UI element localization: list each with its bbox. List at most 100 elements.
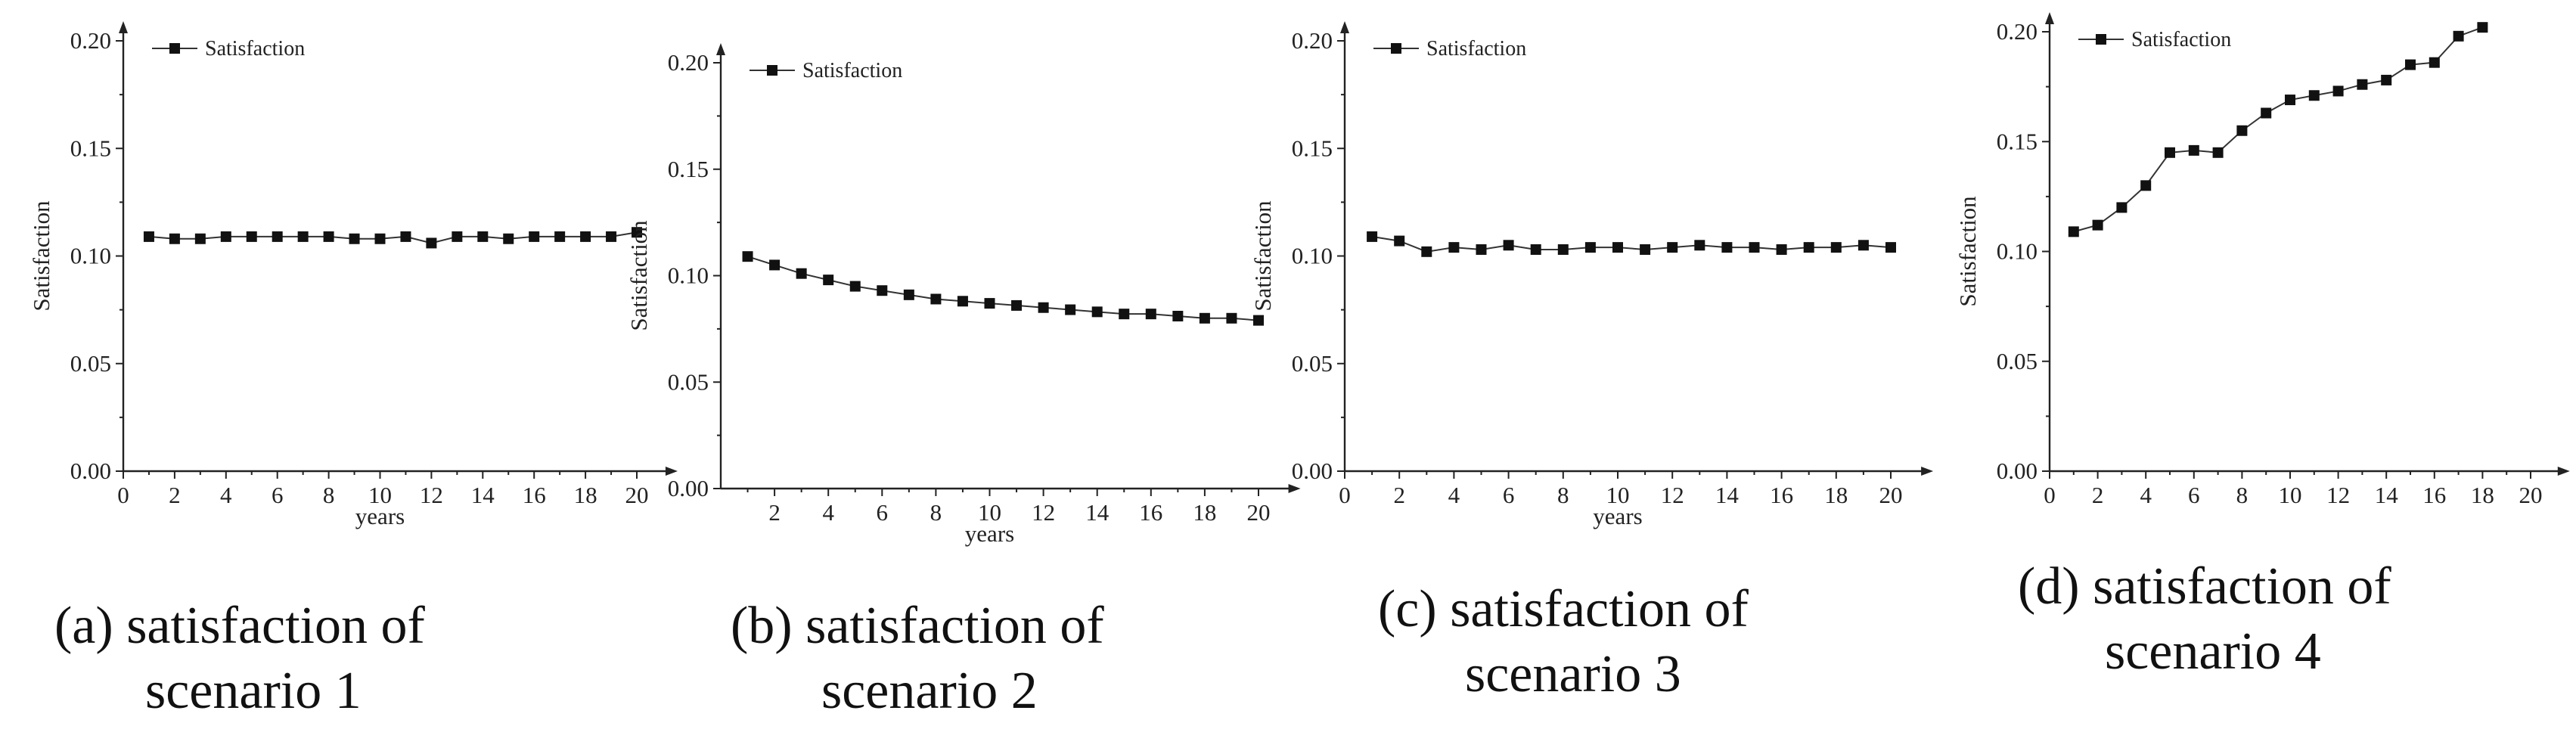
x-tick-label: 10 bbox=[1606, 482, 1630, 508]
data-point bbox=[1226, 312, 1237, 324]
data-point bbox=[1065, 304, 1076, 315]
data-point bbox=[349, 233, 360, 244]
data-point bbox=[503, 233, 514, 244]
data-point bbox=[2188, 144, 2199, 156]
x-tick-label: 12 bbox=[2326, 482, 2350, 508]
y-tick-label: 0.15 bbox=[1292, 135, 1333, 161]
chart-panel-b: 0.00 0.05 0.10 0.15 0.20 2 4 6 8 10 12 14 16 18 20 year… bbox=[625, 43, 1301, 547]
data-point bbox=[580, 231, 591, 242]
x-tick-label: 14 bbox=[1085, 499, 1110, 526]
caption-a-line1: (a) satisfaction of bbox=[54, 597, 425, 655]
y-tick-label: 0.05 bbox=[1997, 348, 2038, 374]
data-point bbox=[1476, 244, 1487, 255]
legend-label: Satisfaction bbox=[2131, 28, 2231, 51]
data-point bbox=[2068, 226, 2079, 237]
data-point bbox=[1885, 242, 1896, 253]
y-tick-label: 0.20 bbox=[668, 49, 709, 76]
x-tick-label: 2 bbox=[169, 482, 181, 508]
chart-panel-d: 0.00 0.05 0.10 0.15 0.20 0 2 4 6 8 10 12 14 16 18 20 Sat… bbox=[1954, 12, 2570, 508]
x-tick-label: 14 bbox=[1715, 482, 1740, 508]
data-point bbox=[930, 293, 942, 305]
data-point bbox=[143, 231, 154, 242]
y-axis-title: Satisfaction bbox=[625, 220, 652, 331]
caption-a: (a) satisfaction of scenario 1 bbox=[54, 594, 425, 724]
data-point bbox=[2140, 180, 2152, 191]
data-point bbox=[1091, 306, 1103, 318]
x-tick-label: 6 bbox=[877, 499, 889, 526]
y-tick-label: 0.15 bbox=[70, 135, 111, 161]
x-tick-label: 4 bbox=[220, 482, 232, 508]
data-point bbox=[769, 259, 781, 271]
y-tick-label: 0.00 bbox=[668, 475, 709, 501]
y-axis-arrow bbox=[716, 43, 725, 55]
data-point bbox=[849, 281, 861, 292]
data-point bbox=[1776, 244, 1787, 255]
data-point bbox=[877, 285, 888, 296]
x-tick-label: 10 bbox=[2279, 482, 2302, 508]
data-point bbox=[2285, 95, 2295, 106]
x-tick-label: 16 bbox=[1770, 482, 1793, 508]
data-point bbox=[2381, 74, 2392, 85]
data-point bbox=[1394, 235, 1405, 247]
x-tick-label: 8 bbox=[2236, 482, 2249, 508]
x-tick-label: 18 bbox=[1193, 499, 1216, 526]
data-point bbox=[1803, 242, 1814, 253]
y-tick-label: 0.00 bbox=[70, 458, 111, 484]
data-point bbox=[2165, 147, 2175, 158]
legend-marker bbox=[1391, 43, 1401, 54]
x-tick-label: 6 bbox=[1503, 482, 1515, 508]
y-axis-arrow bbox=[2045, 12, 2054, 24]
data-point bbox=[2092, 219, 2103, 231]
data-point bbox=[2116, 202, 2128, 213]
x-tick-label: 20 bbox=[2519, 482, 2543, 508]
legend-label: Satisfaction bbox=[802, 59, 902, 82]
data-point bbox=[246, 231, 257, 242]
y-tick-label: 0.20 bbox=[1997, 18, 2038, 45]
y-axis-arrow bbox=[1340, 21, 1349, 33]
data-point bbox=[984, 298, 995, 309]
x-tick-label: 8 bbox=[323, 482, 335, 508]
data-point bbox=[957, 296, 968, 307]
y-tick-label: 0.10 bbox=[668, 262, 709, 289]
data-point bbox=[742, 251, 753, 262]
data-point bbox=[1830, 242, 1842, 253]
data-point bbox=[2357, 79, 2368, 90]
x-tick-label: 10 bbox=[368, 482, 392, 508]
caption-d-line2: scenario 4 bbox=[2105, 622, 2321, 681]
legend-marker bbox=[2096, 34, 2106, 45]
data-point bbox=[1172, 310, 1184, 321]
data-point bbox=[1557, 244, 1569, 255]
x-tick-label: 20 bbox=[625, 482, 649, 508]
data-point bbox=[1721, 242, 1733, 253]
data-point bbox=[2429, 57, 2440, 68]
data-point bbox=[1503, 240, 1514, 251]
x-tick-label: 12 bbox=[420, 482, 443, 508]
data-point bbox=[1612, 242, 1623, 253]
caption-d: (d) satisfaction of scenario 4 bbox=[2018, 554, 2391, 684]
x-tick-label: 20 bbox=[1879, 482, 1903, 508]
data-point bbox=[1119, 309, 1130, 320]
y-tick-label: 0.05 bbox=[668, 368, 709, 395]
y-tick-label: 0.05 bbox=[70, 350, 111, 377]
data-point bbox=[2236, 125, 2248, 136]
data-point bbox=[477, 231, 489, 242]
caption-b: (b) satisfaction of scenario 2 bbox=[731, 594, 1104, 724]
x-axis-title: years bbox=[965, 520, 1014, 547]
data-point bbox=[1749, 242, 1760, 253]
x-axis-arrow bbox=[665, 467, 678, 476]
y-axis-title: Satisfaction bbox=[28, 200, 54, 312]
data-point bbox=[554, 231, 566, 242]
y-tick-label: 0.10 bbox=[1997, 238, 2038, 265]
caption-b-line2: scenario 2 bbox=[821, 662, 1038, 720]
x-tick-label: 4 bbox=[1448, 482, 1460, 508]
data-point bbox=[426, 237, 437, 249]
data-point bbox=[1199, 312, 1210, 324]
y-axis-title: Satisfaction bbox=[1249, 200, 1276, 312]
data-point bbox=[374, 233, 386, 244]
y-tick-label: 0.00 bbox=[1292, 458, 1333, 484]
data-point bbox=[220, 231, 231, 242]
y-tick-label: 0.15 bbox=[668, 156, 709, 182]
x-tick-label: 18 bbox=[2471, 482, 2494, 508]
legend-label: Satisfaction bbox=[1426, 37, 1526, 61]
